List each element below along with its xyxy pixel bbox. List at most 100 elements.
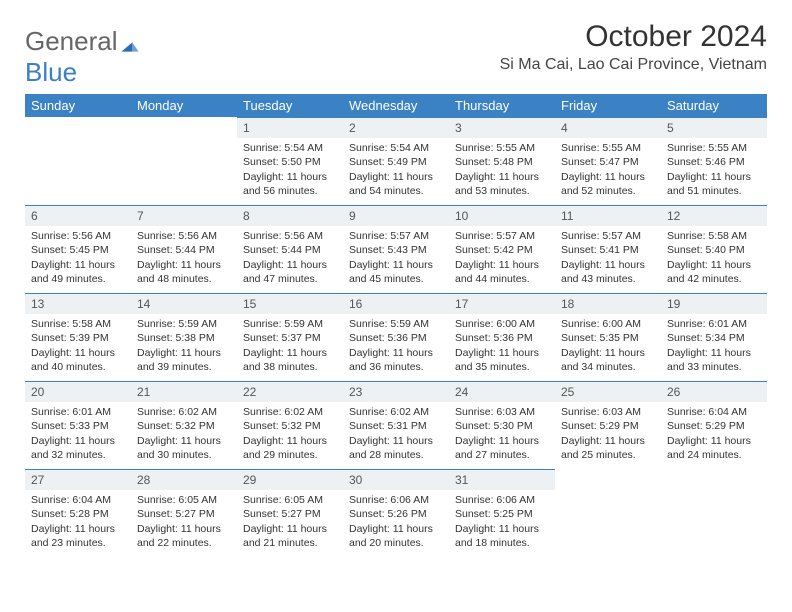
day-details: Sunrise: 6:03 AMSunset: 5:30 PMDaylight:… <box>449 402 555 466</box>
day-number: 13 <box>25 293 131 314</box>
day-number: 17 <box>449 293 555 314</box>
day-number: 21 <box>131 381 237 402</box>
day-details: Sunrise: 6:01 AMSunset: 5:34 PMDaylight:… <box>661 314 767 378</box>
day-details: Sunrise: 6:02 AMSunset: 5:32 PMDaylight:… <box>131 402 237 466</box>
calendar-cell: 22Sunrise: 6:02 AMSunset: 5:32 PMDayligh… <box>237 381 343 469</box>
day-number: 10 <box>449 205 555 226</box>
day-number: 19 <box>661 293 767 314</box>
calendar-cell: 6Sunrise: 5:56 AMSunset: 5:45 PMDaylight… <box>25 205 131 293</box>
day-details: Sunrise: 5:58 AMSunset: 5:39 PMDaylight:… <box>25 314 131 378</box>
title-block: October 2024 Si Ma Cai, Lao Cai Province… <box>500 20 767 74</box>
day-details: Sunrise: 5:59 AMSunset: 5:36 PMDaylight:… <box>343 314 449 378</box>
day-number: 22 <box>237 381 343 402</box>
day-number: 9 <box>343 205 449 226</box>
calendar-cell: 19Sunrise: 6:01 AMSunset: 5:34 PMDayligh… <box>661 293 767 381</box>
month-title: October 2024 <box>500 20 767 54</box>
weekday-header: Friday <box>555 94 661 117</box>
day-details: Sunrise: 5:55 AMSunset: 5:48 PMDaylight:… <box>449 138 555 202</box>
calendar-row: 20Sunrise: 6:01 AMSunset: 5:33 PMDayligh… <box>25 381 767 469</box>
logo: GeneralBlue <box>25 20 140 88</box>
calendar-cell: 11Sunrise: 5:57 AMSunset: 5:41 PMDayligh… <box>555 205 661 293</box>
calendar-row: 1Sunrise: 5:54 AMSunset: 5:50 PMDaylight… <box>25 117 767 205</box>
day-details: Sunrise: 6:02 AMSunset: 5:32 PMDaylight:… <box>237 402 343 466</box>
weekday-header-row: SundayMondayTuesdayWednesdayThursdayFrid… <box>25 94 767 117</box>
day-details: Sunrise: 6:00 AMSunset: 5:36 PMDaylight:… <box>449 314 555 378</box>
calendar-cell: 30Sunrise: 6:06 AMSunset: 5:26 PMDayligh… <box>343 469 449 557</box>
calendar-cell: 7Sunrise: 5:56 AMSunset: 5:44 PMDaylight… <box>131 205 237 293</box>
calendar-cell: 5Sunrise: 5:55 AMSunset: 5:46 PMDaylight… <box>661 117 767 205</box>
calendar-cell <box>25 117 131 205</box>
calendar-cell: 23Sunrise: 6:02 AMSunset: 5:31 PMDayligh… <box>343 381 449 469</box>
calendar-cell: 8Sunrise: 5:56 AMSunset: 5:44 PMDaylight… <box>237 205 343 293</box>
day-number: 25 <box>555 381 661 402</box>
day-number: 5 <box>661 117 767 138</box>
day-details: Sunrise: 6:01 AMSunset: 5:33 PMDaylight:… <box>25 402 131 466</box>
calendar-cell <box>661 469 767 557</box>
day-number: 23 <box>343 381 449 402</box>
day-number: 26 <box>661 381 767 402</box>
calendar-cell <box>131 117 237 205</box>
logo-mark-icon <box>120 30 140 61</box>
calendar-cell: 16Sunrise: 5:59 AMSunset: 5:36 PMDayligh… <box>343 293 449 381</box>
logo-text-2: Blue <box>25 57 140 88</box>
calendar-cell: 27Sunrise: 6:04 AMSunset: 5:28 PMDayligh… <box>25 469 131 557</box>
day-details: Sunrise: 6:05 AMSunset: 5:27 PMDaylight:… <box>131 490 237 554</box>
calendar-cell: 31Sunrise: 6:06 AMSunset: 5:25 PMDayligh… <box>449 469 555 557</box>
location: Si Ma Cai, Lao Cai Province, Vietnam <box>500 56 767 74</box>
calendar-cell: 20Sunrise: 6:01 AMSunset: 5:33 PMDayligh… <box>25 381 131 469</box>
day-number: 18 <box>555 293 661 314</box>
weekday-header: Sunday <box>25 94 131 117</box>
day-number: 20 <box>25 381 131 402</box>
day-number: 1 <box>237 117 343 138</box>
calendar-cell <box>555 469 661 557</box>
day-number: 15 <box>237 293 343 314</box>
day-number: 24 <box>449 381 555 402</box>
calendar-cell: 25Sunrise: 6:03 AMSunset: 5:29 PMDayligh… <box>555 381 661 469</box>
day-details: Sunrise: 5:58 AMSunset: 5:40 PMDaylight:… <box>661 226 767 290</box>
day-details: Sunrise: 5:57 AMSunset: 5:42 PMDaylight:… <box>449 226 555 290</box>
calendar-cell: 29Sunrise: 6:05 AMSunset: 5:27 PMDayligh… <box>237 469 343 557</box>
day-number: 29 <box>237 469 343 490</box>
calendar-row: 6Sunrise: 5:56 AMSunset: 5:45 PMDaylight… <box>25 205 767 293</box>
calendar-cell: 12Sunrise: 5:58 AMSunset: 5:40 PMDayligh… <box>661 205 767 293</box>
weekday-header: Wednesday <box>343 94 449 117</box>
day-details: Sunrise: 5:56 AMSunset: 5:44 PMDaylight:… <box>131 226 237 290</box>
day-details: Sunrise: 5:54 AMSunset: 5:49 PMDaylight:… <box>343 138 449 202</box>
calendar-cell: 2Sunrise: 5:54 AMSunset: 5:49 PMDaylight… <box>343 117 449 205</box>
day-details: Sunrise: 5:57 AMSunset: 5:43 PMDaylight:… <box>343 226 449 290</box>
logo-text-1: General <box>25 26 118 57</box>
day-number: 2 <box>343 117 449 138</box>
day-details: Sunrise: 6:03 AMSunset: 5:29 PMDaylight:… <box>555 402 661 466</box>
day-details: Sunrise: 6:05 AMSunset: 5:27 PMDaylight:… <box>237 490 343 554</box>
day-number: 27 <box>25 469 131 490</box>
calendar-cell: 14Sunrise: 5:59 AMSunset: 5:38 PMDayligh… <box>131 293 237 381</box>
day-details: Sunrise: 5:54 AMSunset: 5:50 PMDaylight:… <box>237 138 343 202</box>
day-details: Sunrise: 5:59 AMSunset: 5:37 PMDaylight:… <box>237 314 343 378</box>
calendar-cell: 3Sunrise: 5:55 AMSunset: 5:48 PMDaylight… <box>449 117 555 205</box>
day-number: 14 <box>131 293 237 314</box>
day-number: 16 <box>343 293 449 314</box>
day-details: Sunrise: 6:04 AMSunset: 5:29 PMDaylight:… <box>661 402 767 466</box>
calendar-cell: 13Sunrise: 5:58 AMSunset: 5:39 PMDayligh… <box>25 293 131 381</box>
calendar-cell: 17Sunrise: 6:00 AMSunset: 5:36 PMDayligh… <box>449 293 555 381</box>
calendar-cell: 24Sunrise: 6:03 AMSunset: 5:30 PMDayligh… <box>449 381 555 469</box>
calendar-cell: 28Sunrise: 6:05 AMSunset: 5:27 PMDayligh… <box>131 469 237 557</box>
page-header: GeneralBlue October 2024 Si Ma Cai, Lao … <box>25 20 767 88</box>
weekday-header: Thursday <box>449 94 555 117</box>
day-details: Sunrise: 5:59 AMSunset: 5:38 PMDaylight:… <box>131 314 237 378</box>
calendar-row: 13Sunrise: 5:58 AMSunset: 5:39 PMDayligh… <box>25 293 767 381</box>
day-number: 3 <box>449 117 555 138</box>
day-number: 12 <box>661 205 767 226</box>
calendar-body: 1Sunrise: 5:54 AMSunset: 5:50 PMDaylight… <box>25 117 767 557</box>
day-number: 28 <box>131 469 237 490</box>
calendar-cell: 26Sunrise: 6:04 AMSunset: 5:29 PMDayligh… <box>661 381 767 469</box>
weekday-header: Tuesday <box>237 94 343 117</box>
day-details: Sunrise: 5:55 AMSunset: 5:46 PMDaylight:… <box>661 138 767 202</box>
day-details: Sunrise: 6:06 AMSunset: 5:25 PMDaylight:… <box>449 490 555 554</box>
day-number: 31 <box>449 469 555 490</box>
weekday-header: Saturday <box>661 94 767 117</box>
day-number: 11 <box>555 205 661 226</box>
day-number: 30 <box>343 469 449 490</box>
calendar-cell: 10Sunrise: 5:57 AMSunset: 5:42 PMDayligh… <box>449 205 555 293</box>
weekday-header: Monday <box>131 94 237 117</box>
